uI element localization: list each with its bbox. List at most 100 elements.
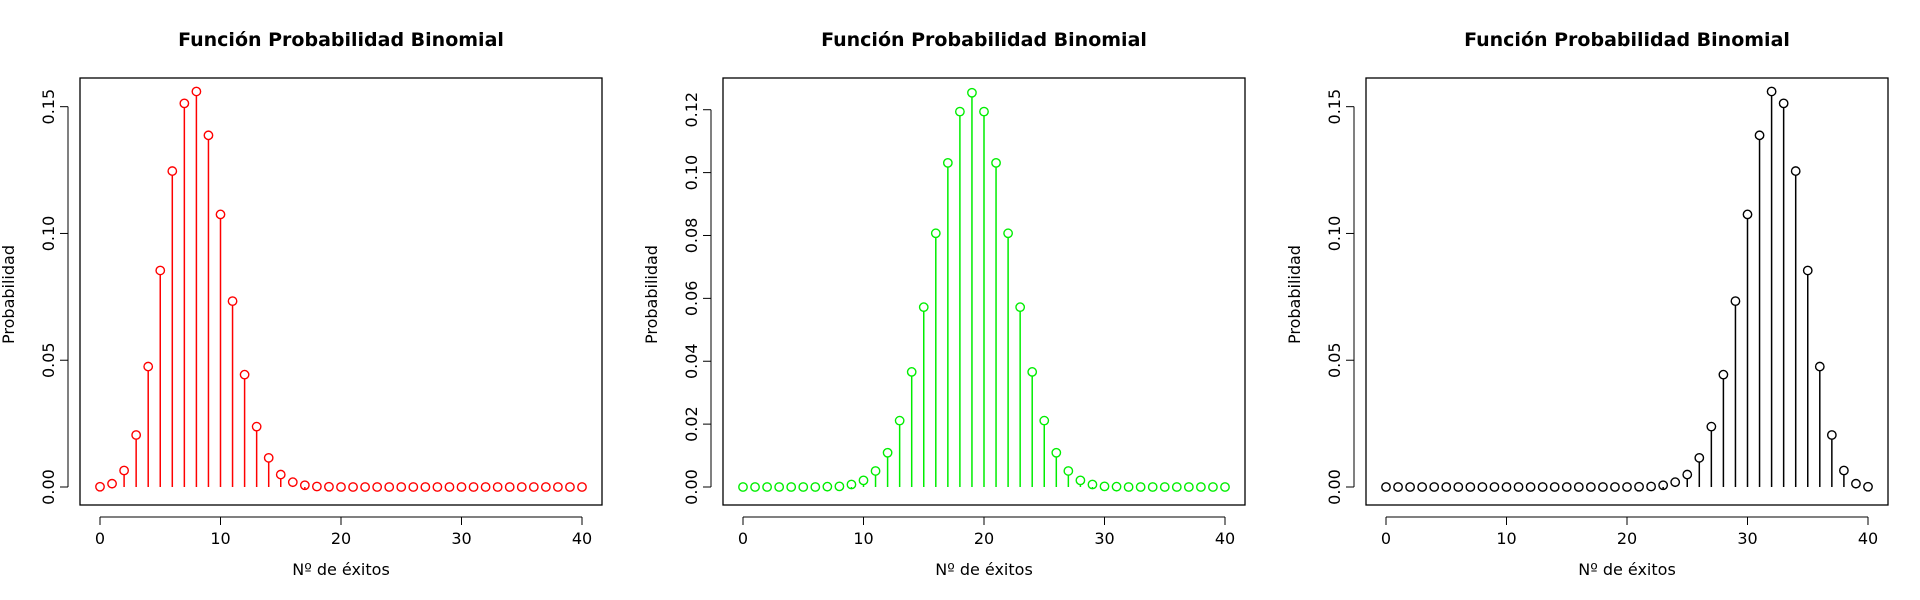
data-point — [1525, 482, 1536, 492]
y-tick-label: 0.00 — [39, 469, 58, 505]
data-point — [432, 482, 443, 492]
data-point — [191, 86, 202, 97]
data-point — [480, 482, 491, 492]
data-point — [1646, 481, 1657, 492]
data-point — [1381, 482, 1391, 492]
data-point — [1159, 482, 1170, 492]
series-stems — [1381, 86, 1873, 492]
data-point — [131, 430, 142, 440]
chart-panel-1: Función Probabilidad Binomial 0 10 20 30 40 Nº… — [0, 29, 603, 579]
data-point — [1694, 452, 1705, 463]
data-point — [870, 466, 881, 476]
plot-frame — [1365, 77, 1889, 506]
x-tick-label: 20 — [974, 529, 994, 548]
data-point — [1063, 466, 1074, 476]
data-point — [1183, 482, 1194, 492]
data-point — [1123, 482, 1134, 492]
data-point — [227, 296, 238, 307]
x-tick-label: 30 — [451, 529, 471, 548]
data-point — [1573, 482, 1584, 492]
plot-frame — [722, 77, 1246, 506]
data-point — [1220, 482, 1230, 492]
data-point — [762, 482, 772, 492]
data-point — [396, 482, 407, 492]
data-point — [1111, 481, 1122, 492]
y-axis-label: Probabilidad — [1285, 245, 1304, 344]
data-point — [1742, 209, 1753, 220]
data-point — [1087, 479, 1098, 490]
data-point — [906, 367, 917, 377]
data-point — [1051, 447, 1062, 458]
y-tick-label: 0.08 — [682, 218, 701, 254]
data-point — [774, 482, 785, 492]
x-axis-label: Nº de éxitos — [292, 560, 390, 579]
data-point — [336, 482, 346, 492]
data-point — [504, 482, 515, 492]
chart-title: Función Probabilidad Binomial — [178, 29, 504, 51]
data-point — [1417, 482, 1428, 492]
data-point — [1706, 421, 1717, 432]
y-tick-label: 0.15 — [39, 89, 58, 125]
y-tick-label: 0.05 — [1325, 342, 1344, 378]
data-point — [1099, 481, 1110, 492]
x-tick-label: 20 — [1617, 529, 1637, 548]
data-point — [348, 482, 358, 492]
x-tick-label: 0 — [738, 529, 748, 548]
data-point — [528, 482, 539, 492]
data-point — [822, 481, 833, 492]
data-point — [1513, 482, 1524, 492]
data-point — [882, 447, 893, 458]
data-point — [1075, 475, 1086, 486]
data-point — [239, 369, 250, 380]
data-point — [1453, 482, 1464, 492]
data-point — [107, 478, 117, 489]
x-tick-label: 20 — [331, 529, 351, 548]
data-point — [1135, 482, 1146, 492]
data-point — [456, 482, 467, 492]
data-point — [565, 482, 575, 492]
data-point — [1851, 478, 1861, 489]
data-point — [1429, 482, 1440, 492]
x-tick-label: 30 — [1737, 529, 1757, 548]
y-tick-label: 0.02 — [682, 406, 701, 442]
data-point — [1015, 302, 1026, 313]
chart-title: Función Probabilidad Binomial — [1464, 29, 1790, 51]
data-point — [1610, 482, 1620, 492]
data-point — [1718, 369, 1729, 380]
chart-title: Función Probabilidad Binomial — [821, 29, 1147, 51]
data-point — [1802, 265, 1813, 276]
x-tick-label: 30 — [1094, 529, 1114, 548]
data-point — [1839, 465, 1849, 476]
data-point — [1778, 98, 1789, 109]
data-point — [810, 482, 821, 492]
data-point — [1670, 477, 1681, 488]
x-axis: 0 10 20 30 40 — [738, 516, 1235, 548]
data-point — [384, 482, 395, 492]
data-point — [1171, 482, 1182, 492]
y-axis: 0.00 0.05 0.10 0.15 — [39, 89, 69, 505]
x-axis: 0 10 20 30 40 — [95, 516, 592, 548]
data-point — [1622, 482, 1632, 492]
data-point — [750, 482, 760, 492]
y-tick-label: 0.12 — [682, 92, 701, 128]
data-point — [324, 481, 334, 492]
chart-panel-3: Función Probabilidad Binomial 0 10 20 30 40 Nº… — [1285, 29, 1889, 579]
data-point — [930, 228, 941, 239]
y-tick-label: 0.10 — [1325, 216, 1344, 252]
data-point — [1766, 86, 1777, 97]
chart-panel-2: Función Probabilidad Binomial 0 10 20 30 40 Nº… — [642, 29, 1246, 579]
data-point — [1537, 482, 1548, 492]
x-tick-label: 40 — [1858, 529, 1878, 548]
data-point — [786, 482, 797, 492]
data-point — [1501, 482, 1512, 492]
data-point — [420, 482, 431, 492]
x-tick-label: 0 — [1381, 529, 1391, 548]
data-point — [155, 265, 166, 276]
data-point — [287, 477, 298, 488]
data-point — [1489, 482, 1500, 492]
y-tick-label: 0.06 — [682, 281, 701, 317]
data-point — [1147, 482, 1158, 492]
data-point — [408, 482, 419, 492]
data-point — [95, 481, 105, 492]
data-point — [540, 482, 551, 492]
